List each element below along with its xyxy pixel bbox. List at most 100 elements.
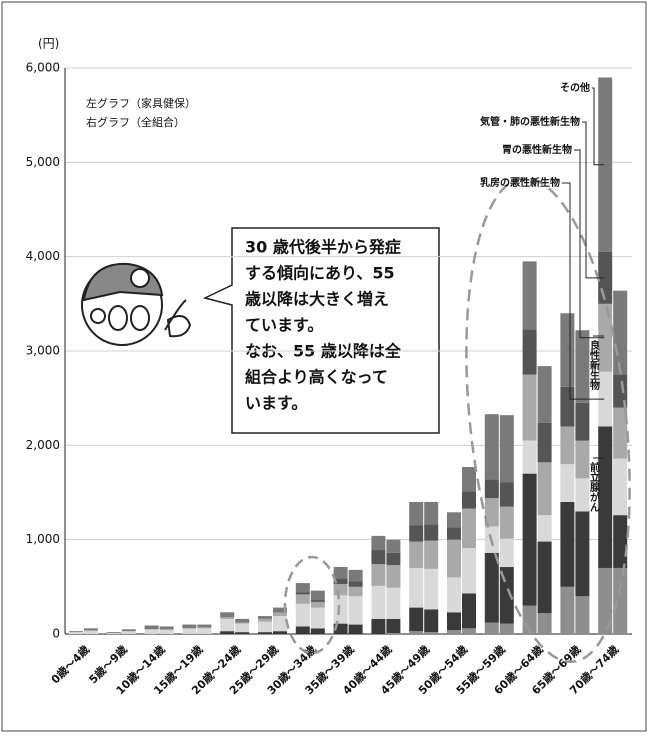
callout: 30 歳代後半から発症する傾向にあり、55歳以降は大きく増えています。なお、55… bbox=[245, 238, 402, 413]
callout-box bbox=[202, 227, 440, 434]
bar-segment bbox=[69, 631, 83, 633]
bar-segment bbox=[560, 313, 575, 387]
y-tick-label: 0 bbox=[52, 627, 60, 641]
bar-segment bbox=[273, 611, 287, 613]
bar-segment bbox=[560, 386, 575, 427]
bar-segment bbox=[462, 593, 476, 629]
bar-segment bbox=[613, 567, 628, 634]
bar-segment bbox=[220, 631, 235, 634]
highlight-ellipse bbox=[283, 555, 341, 655]
bar-segment bbox=[121, 629, 136, 632]
callout-line: 30 歳代後半から発症 bbox=[245, 238, 401, 257]
bar-segment bbox=[159, 629, 174, 631]
bar-segment bbox=[424, 632, 439, 634]
bar-segment bbox=[197, 627, 212, 629]
bar-segment bbox=[409, 607, 424, 632]
bar-segment bbox=[447, 577, 461, 613]
bar-segment bbox=[348, 586, 363, 597]
bar-segment bbox=[484, 479, 499, 499]
bar-segment bbox=[484, 414, 499, 480]
bar-segment bbox=[462, 467, 476, 492]
bar-segment bbox=[409, 525, 424, 542]
bar-segment bbox=[273, 612, 287, 617]
bar-segment bbox=[295, 592, 310, 595]
y-tick-label: 5,000 bbox=[26, 155, 60, 169]
bar-segment bbox=[310, 590, 325, 601]
leader-line bbox=[574, 149, 605, 339]
bar-segment bbox=[386, 565, 401, 588]
bar-segment bbox=[447, 527, 461, 540]
bar-segment bbox=[159, 630, 174, 634]
callout-line: 組合より高くなって bbox=[245, 368, 388, 387]
bar-segment bbox=[386, 618, 401, 634]
bar-segment bbox=[537, 515, 552, 542]
bar-segment bbox=[310, 607, 325, 629]
bar-segment bbox=[613, 458, 628, 516]
bar-segment bbox=[371, 585, 386, 619]
bar-segment bbox=[386, 552, 401, 566]
bar-segment bbox=[386, 633, 401, 634]
mascot bbox=[81, 262, 192, 346]
bar-segment bbox=[371, 550, 386, 565]
bar-segment bbox=[333, 567, 348, 579]
bar-segment bbox=[462, 508, 476, 549]
bar-segment bbox=[258, 616, 272, 619]
bar-segment bbox=[560, 464, 575, 502]
bar-segment bbox=[348, 569, 363, 582]
legend-label: 気管・肺の悪性新生物 bbox=[479, 115, 580, 128]
bar-segment bbox=[84, 631, 98, 634]
y-tick-label: 2,000 bbox=[26, 438, 60, 452]
group-label: 右グラフ（全組合） bbox=[86, 115, 185, 129]
bar-segment bbox=[182, 624, 197, 629]
bar-segment bbox=[159, 626, 174, 630]
bar-segment bbox=[613, 374, 628, 408]
bar-segment bbox=[409, 567, 424, 608]
bar-segment bbox=[522, 473, 537, 606]
bar-segment bbox=[537, 422, 552, 463]
legend-label: 胃の悪性新生物 bbox=[502, 143, 572, 156]
bar-segment bbox=[235, 632, 250, 634]
bar-segment bbox=[106, 632, 121, 634]
bar-segment bbox=[575, 478, 590, 512]
bar-segment bbox=[537, 366, 552, 423]
bar-segment bbox=[235, 623, 250, 633]
bar-segment bbox=[560, 501, 575, 587]
bar-segment bbox=[575, 596, 590, 634]
bar-segment bbox=[144, 629, 159, 634]
bar-segment bbox=[499, 538, 514, 568]
leader-line bbox=[592, 87, 605, 166]
bar-segment bbox=[220, 618, 235, 632]
bar-segment bbox=[273, 631, 287, 634]
highlight-ellipse bbox=[465, 176, 631, 664]
bar-segment bbox=[371, 535, 386, 551]
bar-segment bbox=[462, 491, 476, 509]
bar-segment bbox=[273, 616, 287, 632]
bar-segment bbox=[613, 515, 628, 568]
bar-segment bbox=[258, 621, 272, 633]
bar-segment bbox=[235, 618, 250, 623]
bar-segment bbox=[522, 440, 537, 474]
bar-segment bbox=[333, 584, 348, 596]
bar-segment bbox=[499, 623, 514, 634]
bar-segment bbox=[424, 501, 439, 525]
y-tick-label: 4,000 bbox=[26, 249, 60, 263]
callout-line: います。 bbox=[245, 394, 307, 413]
legend-label: 前立腺がん bbox=[588, 461, 600, 512]
leader-line bbox=[582, 121, 605, 279]
bar-segment bbox=[424, 609, 439, 633]
bar-segment bbox=[295, 626, 310, 634]
bar-segment bbox=[598, 303, 613, 372]
bar-segment bbox=[310, 600, 325, 602]
bar-segment bbox=[409, 541, 424, 568]
bar-segment bbox=[84, 630, 98, 632]
bar-segment bbox=[121, 631, 136, 634]
bar-segment bbox=[613, 290, 628, 375]
bar-segment bbox=[197, 628, 212, 634]
bar-segment bbox=[235, 622, 250, 624]
y-tick-label: 1,000 bbox=[26, 532, 60, 546]
bar-segment bbox=[560, 586, 575, 634]
callout-line: する傾向にあり、55 bbox=[245, 264, 395, 283]
bar-segment bbox=[575, 330, 590, 403]
bar-segment bbox=[522, 261, 537, 330]
bar-segment bbox=[220, 617, 235, 619]
